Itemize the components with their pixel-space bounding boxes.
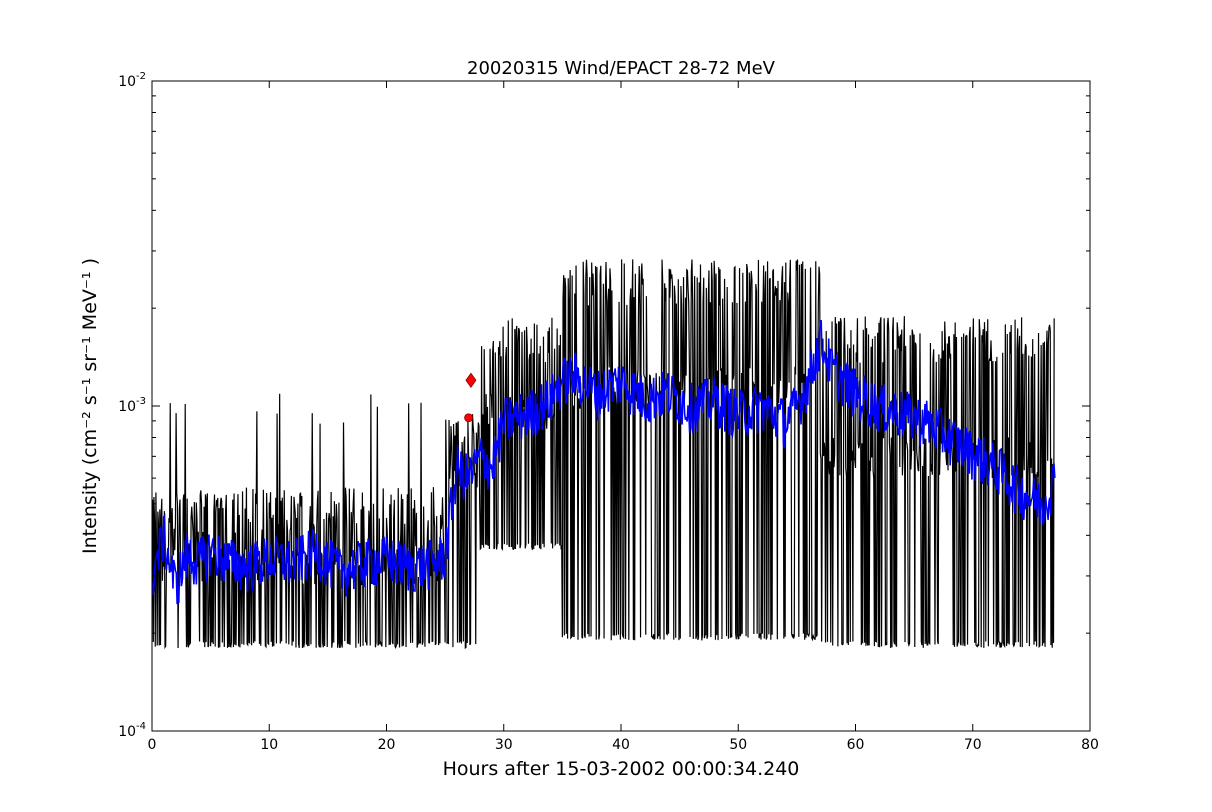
x-tick-label: 60 xyxy=(847,737,865,753)
x-axis-label: Hours after 15-03-2002 00:00:34.240 xyxy=(443,758,800,780)
series-raw-line xyxy=(152,259,1055,650)
x-tick-label: 20 xyxy=(378,737,396,753)
y-tick-label: 10-3 xyxy=(118,396,146,415)
x-tick-label: 50 xyxy=(729,737,747,753)
x-tick-label: 70 xyxy=(964,737,982,753)
y-tick-label: 10-2 xyxy=(118,71,146,90)
x-tick-label: 10 xyxy=(260,737,278,753)
x-tick-label: 80 xyxy=(1081,737,1099,753)
x-tick-label: 30 xyxy=(495,737,513,753)
plot-area xyxy=(151,80,1091,732)
x-axis-ticks: 0 10 20 30 40 50 60 70 80 xyxy=(148,81,1099,753)
x-tick-label: 0 xyxy=(148,737,157,753)
y-axis-label: Intensity (cm⁻² s⁻¹ sr⁻¹ MeV⁻¹ ) xyxy=(79,258,101,554)
y-axis-ticks: 10-4 10-3 10-2 xyxy=(118,71,1090,740)
series-smoothed-line xyxy=(152,319,1056,605)
x-tick-label: 40 xyxy=(612,737,630,753)
marker-diamond xyxy=(465,372,477,388)
chart-title: 20020315 Wind/EPACT 28-72 MeV xyxy=(467,58,776,79)
y-tick-label: 10-4 xyxy=(118,721,146,740)
marker-circle xyxy=(464,413,473,423)
